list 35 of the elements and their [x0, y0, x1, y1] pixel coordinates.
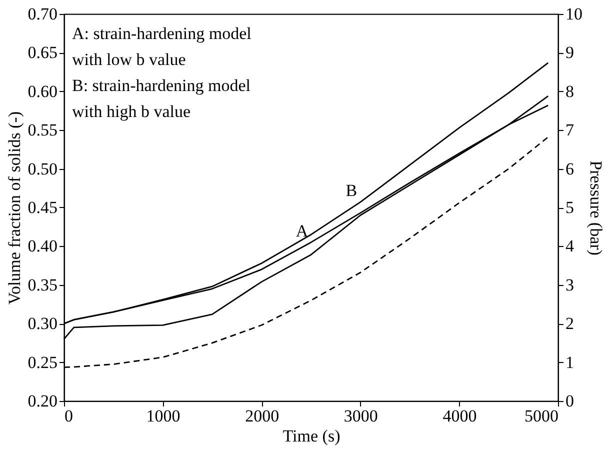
series-label: A	[296, 221, 309, 240]
y-tick-label: 0.55	[28, 120, 58, 140]
y2-tick-label: 10	[566, 4, 582, 24]
y2-tick-label: 3	[566, 275, 574, 294]
annotation: A: strain-hardening model with low b value	[72, 24, 252, 69]
annotation: B: strain-hardening model with high b value	[72, 76, 251, 121]
y-tick-label: 0.50	[28, 159, 58, 178]
x-tick-label: 0	[64, 406, 73, 426]
x-tick-label: 1000	[146, 406, 180, 426]
y2-tick-label: 1	[566, 352, 574, 372]
y-tick-label: 0.25	[28, 352, 58, 372]
series-label: B	[346, 181, 358, 200]
y2-tick-label: 2	[566, 314, 574, 334]
x-tick-label: 4000	[442, 406, 477, 426]
y-tick-label: 0.20	[28, 392, 58, 410]
y-tick-label: 0.60	[28, 82, 58, 101]
x-axis-title: Time (s)	[282, 426, 340, 446]
y-tick-label: 0.30	[28, 314, 58, 334]
y-axis-title: Volume fraction of solids (-)	[4, 111, 24, 305]
x-tick-label: 3000	[344, 406, 378, 426]
y2-tick-label: 9	[566, 43, 574, 62]
y2-tick-label: 4	[566, 236, 574, 256]
y2-tick-label: 8	[566, 82, 574, 101]
x-tick-label: 2000	[245, 406, 280, 426]
x-tick-label: 5000	[524, 406, 558, 426]
y2-axis-title: Pressure (bar)	[586, 160, 606, 256]
y-tick-label: 0.35	[28, 275, 58, 294]
y2-tick-label: 0	[566, 392, 574, 410]
y2-tick-label: 7	[566, 120, 574, 140]
y-tick-label: 0.40	[28, 236, 58, 256]
y2-tick-label: 5	[566, 198, 574, 217]
y-tick-label: 0.65	[28, 43, 58, 62]
y2-tick-label: 6	[566, 159, 574, 178]
y-tick-label: 0.45	[28, 198, 58, 217]
y-tick-label: 0.70	[28, 4, 58, 24]
